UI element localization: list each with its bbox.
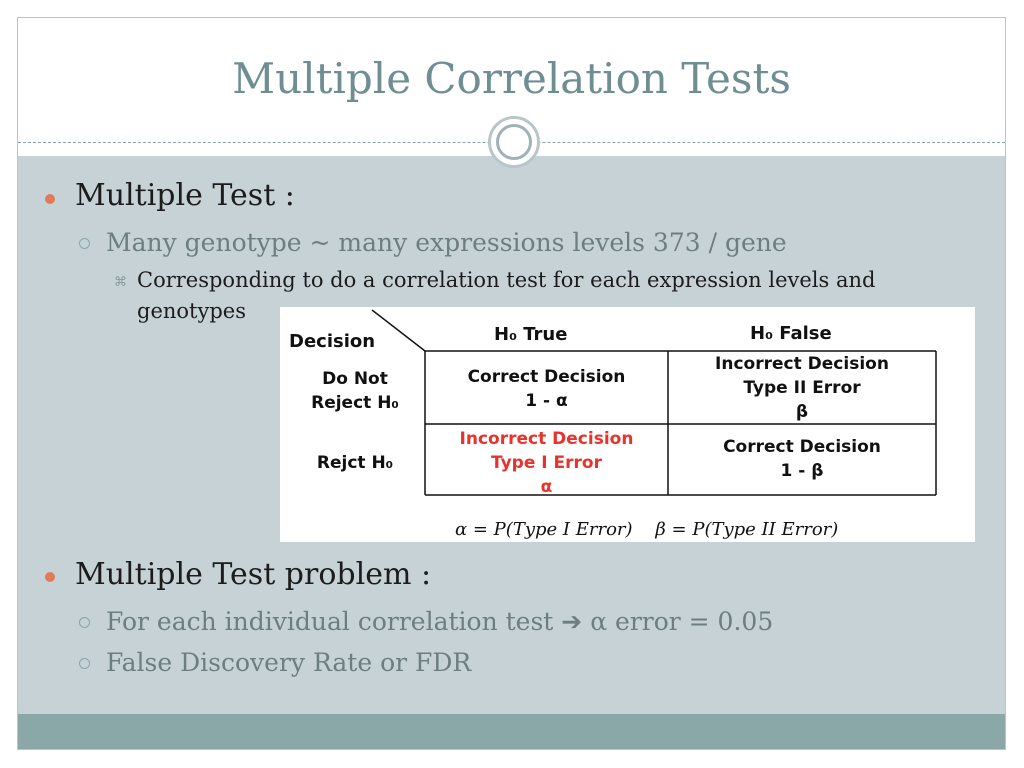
section1-heading: Multiple Test :: [75, 178, 295, 213]
cell-type1-type: Type I Error: [491, 453, 602, 473]
decision-label: Decision: [289, 331, 376, 352]
cell-type2-type: Type II Error: [743, 378, 861, 398]
footer-bar: [18, 714, 1005, 749]
cell-type1-symbol: α: [540, 477, 553, 497]
ring-bullet-icon: [79, 617, 90, 628]
cell-correct-2-title: Correct Decision: [723, 437, 881, 457]
section2-item1: For each individual correlation test ➔ α…: [106, 607, 774, 636]
bullet-dot-icon: [45, 194, 55, 204]
cell-type1-title: Incorrect Decision: [459, 429, 634, 449]
decision-table-figure: Decision H₀ True H₀ False Do Not Reject …: [280, 307, 975, 542]
circle-ornament-icon: [488, 116, 540, 168]
row-do-not-reject: Do Not Reject H₀: [290, 367, 420, 415]
circle-ornament-inner: [496, 124, 532, 160]
cell-type1-error: Incorrect Decision Type I Error α: [425, 427, 668, 499]
column-h0-true: H₀ True: [494, 324, 568, 345]
cell-type2-symbol: β: [795, 402, 809, 422]
row-do-not-line1: Do Not: [322, 369, 388, 389]
ring-bullet-icon: [79, 658, 90, 669]
cell-correct-1-value: 1 - α: [525, 391, 568, 411]
slide-title: Multiple Correlation Tests: [232, 54, 791, 103]
cell-correct-2-value: 1 - β: [780, 461, 824, 481]
section1-sub: Many genotype ~ many expressions levels …: [106, 228, 787, 257]
cell-correct-1-title: Correct Decision: [467, 367, 626, 387]
section2-item2: False Discovery Rate or FDR: [106, 648, 472, 677]
row-do-not-line2: Reject H₀: [311, 393, 399, 413]
decision-table-grid: [371, 309, 937, 496]
ring-bullet-icon: [79, 238, 90, 249]
section1-detail-line2: genotypes: [137, 299, 246, 323]
cell-correct-decision-1: Correct Decision 1 - α: [425, 365, 668, 413]
error-formula: α = P(Type I Error) β = P(Type II Error): [455, 519, 839, 540]
cell-type2-error: Incorrect Decision Type II Error β: [668, 352, 936, 424]
column-h0-false: H₀ False: [750, 323, 832, 344]
section2-heading: Multiple Test problem :: [75, 557, 432, 592]
row-reject: Rejct H₀: [316, 453, 394, 473]
cell-type2-title: Incorrect Decision: [715, 354, 889, 374]
x-bullet-icon: ⌘: [114, 275, 127, 290]
cell-correct-decision-2: Correct Decision 1 - β: [668, 435, 936, 483]
section1-detail-line1: Corresponding to do a correlation test f…: [137, 268, 876, 292]
bullet-dot-icon: [45, 572, 55, 582]
